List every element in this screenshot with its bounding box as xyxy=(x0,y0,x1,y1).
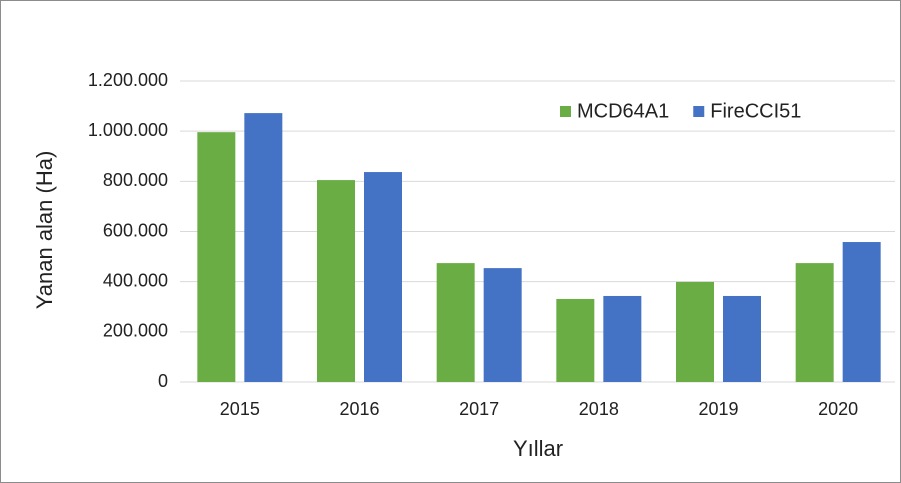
bar xyxy=(603,295,642,382)
x-tick-label: 2016 xyxy=(339,399,379,419)
bar xyxy=(795,263,834,382)
y-tick-label: 400.000 xyxy=(103,270,168,290)
bar xyxy=(842,242,881,382)
y-tick-label: 0 xyxy=(158,371,168,391)
y-tick-label: 1.200.000 xyxy=(88,70,168,90)
legend-swatch xyxy=(560,106,571,117)
bar xyxy=(197,132,236,382)
x-tick-label: 2019 xyxy=(698,399,738,419)
legend-swatch xyxy=(693,106,705,117)
x-tick-label: 2018 xyxy=(579,399,619,419)
x-axis-title: Yıllar xyxy=(513,436,563,461)
bar xyxy=(244,113,283,383)
y-tick-label: 200.000 xyxy=(103,321,168,341)
y-tick-label: 800.000 xyxy=(103,170,168,190)
bar xyxy=(723,295,761,382)
y-axis-title: Yanan alan (Ha) xyxy=(32,151,57,310)
bar xyxy=(317,180,355,382)
bar xyxy=(676,281,714,382)
bar xyxy=(556,298,595,382)
x-tick-label: 2017 xyxy=(459,399,499,419)
x-tick-label: 2020 xyxy=(818,399,858,419)
legend-label: FireCCI51 xyxy=(710,100,801,122)
bar xyxy=(436,263,475,382)
y-tick-label: 600.000 xyxy=(103,220,168,240)
y-tick-label: 1.000.000 xyxy=(88,120,168,140)
x-tick-label: 2015 xyxy=(220,399,260,419)
legend-label: MCD64A1 xyxy=(577,100,669,122)
bar xyxy=(364,172,402,382)
bar xyxy=(483,268,522,382)
